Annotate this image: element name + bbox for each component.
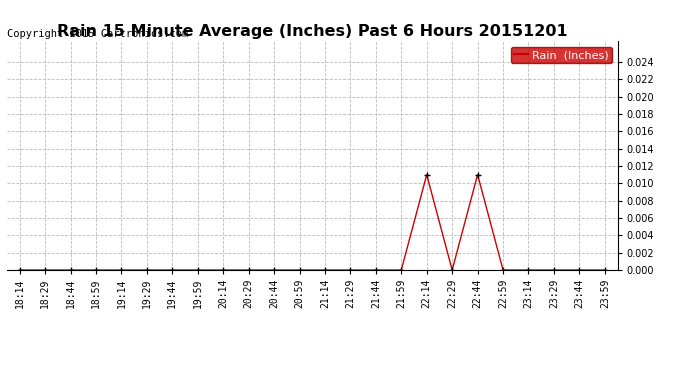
Title: Rain 15 Minute Average (Inches) Past 6 Hours 20151201: Rain 15 Minute Average (Inches) Past 6 H… [57, 24, 568, 39]
Legend: Rain  (Inches): Rain (Inches) [511, 47, 612, 63]
Text: Copyright 2015 Cartronics.com: Copyright 2015 Cartronics.com [7, 29, 188, 39]
